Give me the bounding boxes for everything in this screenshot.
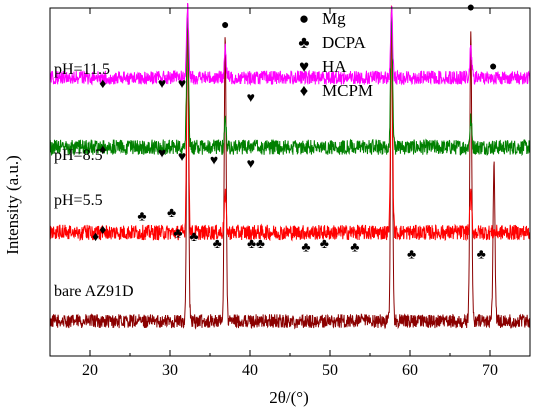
- legend-label: HA: [322, 57, 347, 76]
- x-tick-layer: 20 30 40 50 60 70: [49, 8, 531, 379]
- peak-marker: ♥: [178, 77, 186, 92]
- peak-marker: ♣: [350, 241, 359, 256]
- peak-marker: ♣: [407, 248, 416, 263]
- plot-frame: [49, 7, 531, 357]
- peak-marker-layer: ●●●●●♦♥♥♥♦♥♥♥♥♦♦♣♣♣♣♣♣♣♣♣♣♣♣: [92, 0, 497, 263]
- sample-label: pH=11.5: [54, 61, 110, 78]
- peak-marker: ♣: [189, 230, 198, 245]
- legend-label: Mg: [322, 9, 346, 28]
- legend-symbol: ●: [299, 9, 309, 28]
- peak-marker: ●: [221, 18, 229, 33]
- series-line-3: [49, 6, 531, 157]
- peak-marker: ♦: [92, 230, 99, 245]
- peak-marker: ●: [489, 60, 497, 75]
- peak-marker: ♣: [167, 206, 176, 221]
- sample-label: pH=8.5: [54, 147, 103, 164]
- x-tick-label: 20: [82, 362, 98, 379]
- legend-symbol: ♦: [300, 81, 309, 100]
- series-line-4: [49, 2, 531, 86]
- x-axis-title: 2θ/(°): [269, 388, 309, 407]
- series-layer: [49, 2, 531, 330]
- peak-marker: ●: [387, 0, 395, 5]
- series-line-2: [49, 4, 531, 242]
- x-tick-label: 50: [322, 362, 338, 379]
- peak-marker: ♣: [213, 237, 222, 252]
- peak-marker: ♣: [137, 209, 146, 224]
- peak-marker: ♣: [320, 237, 329, 252]
- sample-label-layer: pH=11.5 pH=8.5 pH=5.5 bare AZ91D: [54, 61, 134, 300]
- x-tick-label: 70: [482, 362, 498, 379]
- peak-marker: ♥: [158, 147, 166, 162]
- peak-marker: ♣: [173, 227, 182, 242]
- legend-label: MCPM: [322, 81, 373, 100]
- legend: ● Mg ♣ DCPA ♥ HA ♦ MCPM: [298, 9, 373, 100]
- peak-marker: ♥: [178, 150, 186, 165]
- peak-marker: ♦: [99, 77, 106, 92]
- peak-marker: ♦: [99, 143, 106, 158]
- peak-marker: ●: [183, 0, 191, 5]
- x-tick-label: 60: [402, 362, 418, 379]
- peak-marker: ♣: [301, 241, 310, 256]
- series-line-1: [49, 3, 531, 330]
- peak-marker: ♥: [247, 91, 255, 106]
- x-tick-label: 30: [162, 362, 178, 379]
- y-axis-title: Intensity (a.u.): [3, 155, 22, 255]
- peak-marker: ♣: [256, 237, 265, 252]
- peak-marker: ♣: [477, 248, 486, 263]
- peak-marker: ♥: [210, 154, 218, 169]
- peak-marker: ♦: [99, 223, 106, 238]
- x-tick-label: 40: [242, 362, 258, 379]
- legend-symbol: ♥: [299, 57, 309, 76]
- legend-symbol: ♣: [298, 33, 309, 52]
- legend-label: DCPA: [322, 33, 367, 52]
- peak-marker: ♥: [247, 157, 255, 172]
- peak-marker: ♥: [158, 77, 166, 92]
- sample-label: bare AZ91D: [54, 283, 134, 300]
- peak-marker: ♣: [247, 237, 256, 252]
- sample-label: pH=5.5: [54, 192, 103, 209]
